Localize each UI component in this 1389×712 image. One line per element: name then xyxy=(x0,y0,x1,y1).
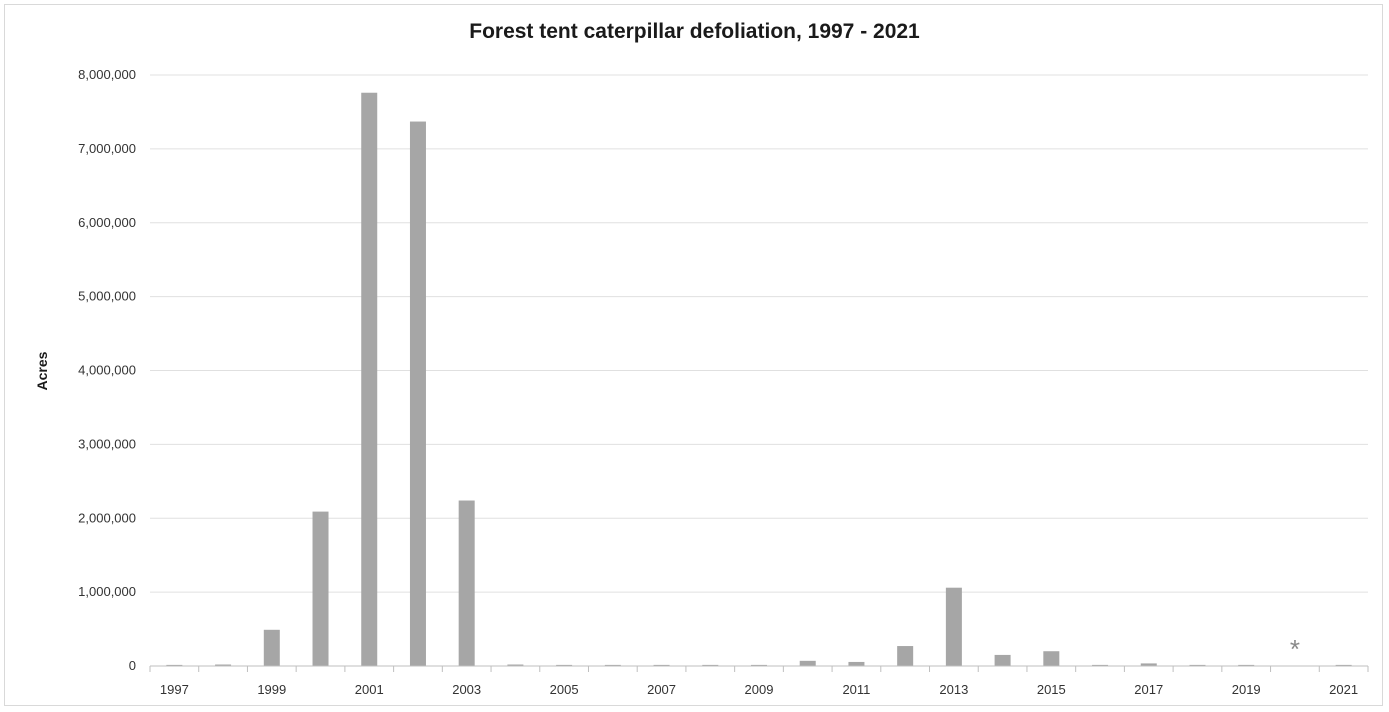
y-tick-label: 7,000,000 xyxy=(78,141,136,156)
x-tick-label: 2005 xyxy=(550,682,579,697)
bar-2014 xyxy=(994,654,1011,666)
y-axis-ticks: 0 1,000,000 2,000,000 3,000,000 4,000,000 5,0… xyxy=(78,67,136,673)
y-tick-label: 6,000,000 xyxy=(78,215,136,230)
bar-2018 xyxy=(1189,664,1206,666)
bar-2019 xyxy=(1238,664,1255,666)
x-tick-label: 1999 xyxy=(257,682,286,697)
bar-2006 xyxy=(604,664,621,666)
bar-2002 xyxy=(409,121,426,666)
bar-2021 xyxy=(1335,664,1352,666)
x-tick-label: 2013 xyxy=(939,682,968,697)
annotation-asterisk: * xyxy=(1290,634,1300,664)
y-tick-label: 5,000,000 xyxy=(78,289,136,304)
bar-2005 xyxy=(556,664,573,666)
x-tick-label: 2017 xyxy=(1134,682,1163,697)
x-axis-ticks: 1997 1999 2001 2003 2005 2007 2009 2011 2013 2015… xyxy=(149,666,1369,697)
y-tick-label: 8,000,000 xyxy=(78,67,136,82)
y-tick-label: 0 xyxy=(129,658,136,673)
x-tick-label: 2021 xyxy=(1329,682,1358,697)
bar-2007 xyxy=(653,664,670,666)
bar-2017 xyxy=(1140,663,1157,666)
bar-2000 xyxy=(312,511,329,666)
x-tick-label: 2019 xyxy=(1232,682,1261,697)
bars xyxy=(166,92,1352,667)
y-tick-label: 3,000,000 xyxy=(78,436,136,451)
x-tick-label: 2003 xyxy=(452,682,481,697)
bar-2010 xyxy=(799,660,816,666)
bar-2012 xyxy=(897,646,914,666)
y-tick-label: 2,000,000 xyxy=(78,510,136,525)
bar-2001 xyxy=(361,92,378,667)
bar-2008 xyxy=(702,664,719,666)
bar-1998 xyxy=(215,664,232,666)
bar-2009 xyxy=(751,664,767,666)
annotations: * xyxy=(1290,634,1300,664)
bar-2004 xyxy=(507,664,524,666)
x-tick-label: 1997 xyxy=(160,682,189,697)
chart-frame xyxy=(4,4,1383,706)
x-tick-label: 2015 xyxy=(1037,682,1066,697)
bar-2011 xyxy=(848,661,865,666)
bar-2003 xyxy=(458,500,475,666)
x-tick-label: 2007 xyxy=(647,682,676,697)
bar-2013 xyxy=(945,587,962,666)
bar-1997 xyxy=(166,664,183,666)
bar-2015 xyxy=(1043,651,1060,666)
bar-1999 xyxy=(263,629,280,666)
x-tick-label: 2009 xyxy=(745,682,774,697)
x-tick-label: 2011 xyxy=(842,682,870,697)
y-tick-label: 1,000,000 xyxy=(78,584,136,599)
x-tick-label: 2001 xyxy=(355,682,384,697)
bar-2016 xyxy=(1092,664,1109,666)
chart-title: Forest tent caterpillar defoliation, 199… xyxy=(469,20,920,43)
gridlines xyxy=(150,74,1368,593)
y-tick-label: 4,000,000 xyxy=(78,363,136,378)
